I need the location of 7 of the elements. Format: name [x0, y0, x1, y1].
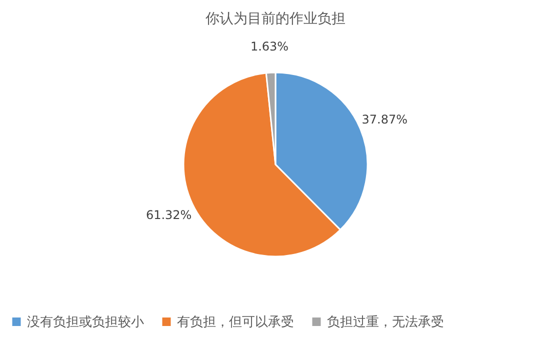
data-label: 37.87% [362, 112, 408, 127]
chart-title: 你认为目前的作业负担 [204, 11, 346, 27]
data-label: 61.32% [146, 208, 192, 222]
legend-label: 没有负担或负担较小 [27, 314, 144, 330]
legend-label: 负担过重，无法承受 [327, 314, 444, 330]
data-label: 1.63% [250, 40, 289, 54]
legend-label: 有负担，但可以承受 [177, 314, 294, 330]
